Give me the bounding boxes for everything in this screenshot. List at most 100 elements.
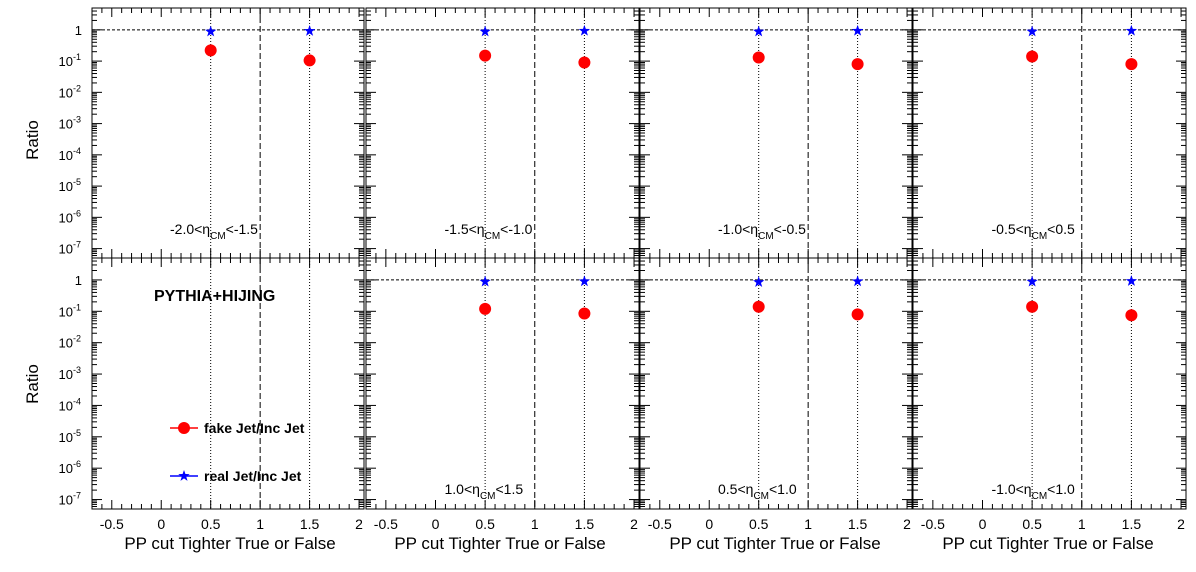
x-tick-label-4: 1.5: [300, 516, 320, 532]
real-jet-point: [1026, 25, 1038, 37]
y-tick-exponent-2: -5: [73, 177, 81, 187]
x-tick-label-0: -0.5: [374, 516, 398, 532]
y-tick-label-6: 10: [59, 304, 73, 319]
y-axis-label-top: Ratio: [23, 120, 42, 160]
fake-jet-point: [479, 302, 492, 315]
fake-jet-point: [1026, 300, 1039, 313]
y-tick-exponent-2: -5: [73, 428, 81, 438]
y-tick-label-7: 1: [75, 23, 82, 38]
x-tick-label-0: -0.5: [100, 516, 124, 532]
y-tick-exponent-1: -6: [73, 459, 81, 469]
x-tick-label-1: 0: [157, 516, 165, 532]
x-tick-label-2: 0.5: [749, 516, 769, 532]
fake-jet-point: [752, 51, 765, 64]
legend-label-fake: fake Jet/Inc Jet: [204, 420, 305, 436]
y-tick-exponent-5: -2: [73, 83, 81, 93]
eta-bin-label: 1.0<ηCM<1.5: [445, 481, 524, 502]
fake-jet-point: [752, 300, 765, 313]
y-tick-label-0: 10: [59, 493, 73, 508]
y-tick-label-1: 10: [59, 461, 73, 476]
real-jet-point: [578, 24, 591, 36]
fake-jet-point: [303, 54, 316, 67]
y-tick-label-4: 10: [59, 367, 73, 382]
x-tick-label-3: 1: [1078, 516, 1086, 532]
panel-7: -0.5 0 0.5 1 1.5 2 -1.0<ηCM<1.0: [912, 257, 1187, 532]
y-tick-exponent-0: -7: [73, 491, 81, 501]
y-tick-exponent-1: -6: [73, 208, 81, 218]
panel-5: -0.5 0 0.5 1 1.5 2 1.0<ηCM<1.5: [365, 257, 640, 532]
eta-bin-label: -1.0<ηCM<1.0: [992, 481, 1076, 502]
y-tick-label-5: 10: [59, 85, 73, 100]
x-tick-label-4: 1.5: [575, 516, 595, 532]
y-tick-label-3: 10: [59, 398, 73, 413]
x-tick-label-2: 0.5: [201, 516, 221, 532]
panel-3: -0.5<ηCM<0.5: [912, 7, 1187, 259]
y-tick-label-1: 10: [59, 210, 73, 225]
panel-6: -0.5 0 0.5 1 1.5 2 0.5<ηCM<1.0: [639, 257, 913, 532]
eta-bin-label: -1.0<ηCM<-0.5: [718, 221, 806, 242]
y-tick-exponent-3: -4: [73, 146, 81, 156]
x-tick-label-3: 1: [256, 516, 264, 532]
x-tick-label-0: -0.5: [648, 516, 672, 532]
fake-jet-point: [578, 307, 591, 320]
x-axis-label-1: PP cut Tighter True or False: [124, 534, 335, 553]
real-jet-point: [851, 24, 864, 36]
x-tick-label-1: 0: [705, 516, 713, 532]
generator-label: PYTHIA+HIJING: [154, 288, 275, 305]
x-tick-label-0: -0.5: [921, 516, 945, 532]
real-jet-point: [479, 275, 491, 287]
y-tick-label-2: 10: [59, 179, 73, 194]
x-tick-label-1: 0: [979, 516, 987, 532]
x-tick-label-5: 2: [630, 516, 638, 532]
y-tick-label-4: 10: [59, 117, 73, 132]
real-jet-point: [851, 275, 864, 287]
panel-frame: [639, 257, 913, 510]
eta-bin-label: -0.5<ηCM<0.5: [992, 221, 1076, 242]
y-tick-exponent-0: -7: [73, 240, 81, 250]
x-tick-label-4: 1.5: [848, 516, 868, 532]
fake-jet-point: [1125, 309, 1138, 322]
eta-bin-label: -2.0<ηCM<-1.5: [170, 221, 258, 242]
fake-jet-point: [851, 58, 864, 71]
y-tick-label-3: 10: [59, 148, 73, 163]
real-jet-point: [204, 25, 217, 37]
x-tick-label-4: 1.5: [1122, 516, 1142, 532]
y-tick-label-2: 10: [59, 430, 73, 445]
x-tick-label-2: 0.5: [1022, 516, 1042, 532]
fake-jet-point: [1125, 58, 1138, 71]
x-axis-label-4: PP cut Tighter True or False: [942, 534, 1153, 553]
x-tick-label-1: 0: [432, 516, 440, 532]
real-jet-point: [752, 276, 765, 287]
x-axis-label-3: PP cut Tighter True or False: [669, 534, 880, 553]
fake-jet-point: [1026, 50, 1039, 63]
panel-4: 10-710-610-510-410-310-210 -11-0.5 0 0.5 1 1.…: [59, 257, 365, 532]
x-tick-label-2: 0.5: [475, 516, 495, 532]
fake-jet-point: [851, 308, 864, 321]
panel-frame: [365, 257, 640, 510]
y-tick-label-5: 10: [59, 336, 73, 351]
y-tick-exponent-6: -1: [73, 302, 81, 312]
fake-jet-point: [204, 44, 217, 57]
real-jet-point: [1026, 275, 1038, 287]
fake-jet-point: [578, 56, 591, 69]
panel-2: -1.0<ηCM<-0.5: [639, 7, 913, 259]
y-tick-label-7: 1: [75, 273, 82, 288]
eta-bin-label: 0.5<ηCM<1.0: [718, 481, 797, 502]
real-jet-point: [303, 24, 316, 36]
y-tick-exponent-4: -3: [73, 115, 81, 125]
x-tick-label-3: 1: [531, 516, 539, 532]
y-tick-exponent-4: -3: [73, 365, 81, 375]
y-tick-exponent-3: -4: [73, 396, 81, 406]
real-jet-point: [578, 275, 591, 287]
panel-frame: [912, 257, 1187, 510]
real-jet-point: [752, 25, 765, 37]
y-tick-exponent-5: -2: [73, 334, 81, 344]
real-jet-point: [1125, 24, 1138, 36]
x-tick-label-5: 2: [903, 516, 911, 532]
x-tick-label-3: 1: [804, 516, 812, 532]
y-tick-label-0: 10: [59, 242, 73, 257]
legend-marker-real: [178, 470, 190, 481]
legend-label-real: real Jet/Inc Jet: [204, 468, 302, 484]
y-tick-label-6: 10: [59, 54, 73, 69]
